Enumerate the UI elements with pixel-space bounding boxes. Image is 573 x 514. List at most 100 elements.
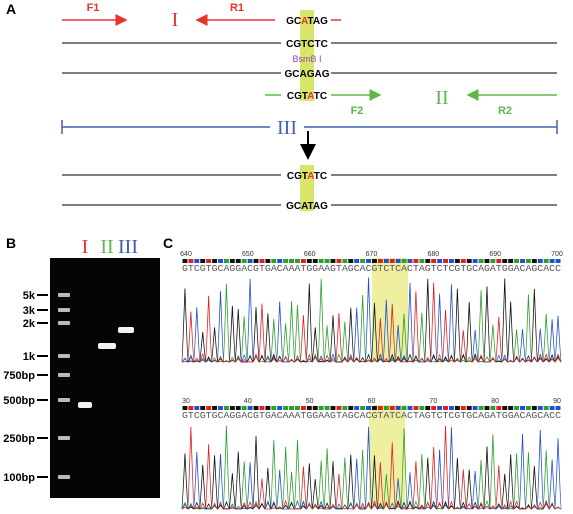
quality-box	[549, 259, 555, 263]
position-tick: 700	[551, 251, 563, 258]
quality-box	[383, 406, 389, 410]
quality-box	[194, 406, 200, 410]
quality-box	[496, 259, 502, 263]
quality-box	[336, 406, 342, 410]
quality-box	[229, 406, 235, 410]
primer-label: F2	[351, 105, 364, 117]
quality-box	[520, 406, 525, 410]
sample-band	[98, 343, 116, 349]
sequence-part: CGT	[287, 91, 308, 102]
sequence: GCAGAG	[285, 69, 330, 80]
ladder-band	[58, 398, 70, 402]
quality-box	[206, 406, 212, 410]
quality-box	[318, 406, 324, 410]
quality-box	[508, 406, 514, 410]
quality-box	[484, 259, 490, 263]
quality-box	[460, 406, 466, 410]
quality-box	[478, 259, 484, 263]
position-tick: 650	[242, 251, 254, 258]
quality-box	[443, 259, 448, 263]
quality-box	[555, 259, 561, 263]
quality-box	[431, 406, 437, 410]
sequence-part: A	[301, 16, 308, 27]
highlight	[300, 67, 314, 79]
region-label: II	[435, 87, 448, 109]
position-tick: 80	[491, 398, 499, 405]
position-tick: 680	[427, 251, 439, 258]
quality-box	[372, 259, 377, 263]
quality-box	[413, 406, 419, 410]
ladder-band	[58, 308, 70, 312]
quality-box	[277, 259, 283, 263]
quality-box	[466, 259, 472, 263]
sequence-part: CGT	[287, 171, 308, 182]
quality-box	[324, 259, 330, 263]
quality-box	[537, 259, 543, 263]
lane-label: II	[100, 236, 113, 258]
quality-box	[188, 259, 194, 263]
sequence-part: TC	[314, 171, 327, 182]
sequence-part: A	[307, 171, 314, 182]
base-calls: GTCGTGCAGGACGTGACAAATGGAAGTAGCACGTCTCACT…	[182, 263, 561, 274]
ladder-band	[58, 436, 70, 440]
panel-label: B	[6, 235, 16, 251]
quality-box	[253, 259, 259, 263]
sequence-part: GCATAG	[286, 201, 328, 212]
sequence: GCATAG	[286, 201, 328, 212]
quality-box	[289, 259, 295, 263]
position-tick: 660	[304, 251, 316, 258]
quality-box	[531, 259, 537, 263]
quality-box	[490, 259, 496, 263]
quality-box	[306, 406, 312, 410]
sequence: GCATAG	[286, 16, 328, 27]
sequence-part: TC	[314, 91, 327, 102]
quality-box	[271, 259, 277, 263]
quality-box	[437, 406, 443, 410]
quality-box	[502, 259, 508, 263]
trace	[181, 425, 562, 510]
ladder-label: 3k	[23, 305, 36, 317]
quality-box	[419, 406, 425, 410]
quality-box	[543, 406, 549, 410]
quality-box	[241, 406, 247, 410]
quality-box	[401, 406, 407, 410]
quality-box	[342, 259, 348, 263]
quality-box	[448, 259, 454, 263]
region-label: III	[277, 117, 297, 139]
quality-box	[366, 406, 371, 410]
region-label: I	[172, 9, 179, 31]
quality-box	[395, 406, 401, 410]
panel-label: C	[163, 235, 173, 251]
quality-box	[218, 259, 223, 263]
sequence: CGTATC	[287, 91, 327, 102]
sequence-part: A	[307, 91, 314, 102]
quality-box	[537, 406, 543, 410]
ladder-label: 2k	[23, 318, 36, 330]
quality-box	[543, 259, 549, 263]
quality-box	[360, 406, 366, 410]
quality-box	[525, 406, 531, 410]
quality-box	[342, 406, 348, 410]
position-tick: 40	[244, 398, 252, 405]
quality-box	[330, 259, 336, 263]
quality-box	[318, 259, 324, 263]
quality-box	[348, 259, 354, 263]
quality-box	[437, 259, 443, 263]
position-tick: 30	[182, 398, 190, 405]
quality-box	[194, 259, 200, 263]
quality-box	[372, 406, 377, 410]
trace	[181, 278, 562, 363]
quality-box	[235, 406, 241, 410]
quality-box	[407, 406, 413, 410]
sequence: CGTATC	[287, 171, 327, 182]
quality-box	[555, 406, 561, 410]
quality-box	[283, 259, 289, 263]
panel-label: A	[6, 1, 16, 17]
quality-box	[354, 406, 360, 410]
quality-box	[300, 406, 306, 410]
highlight	[300, 37, 314, 49]
ladder-band	[58, 321, 70, 325]
quality-box	[520, 259, 525, 263]
quality-box	[531, 406, 537, 410]
